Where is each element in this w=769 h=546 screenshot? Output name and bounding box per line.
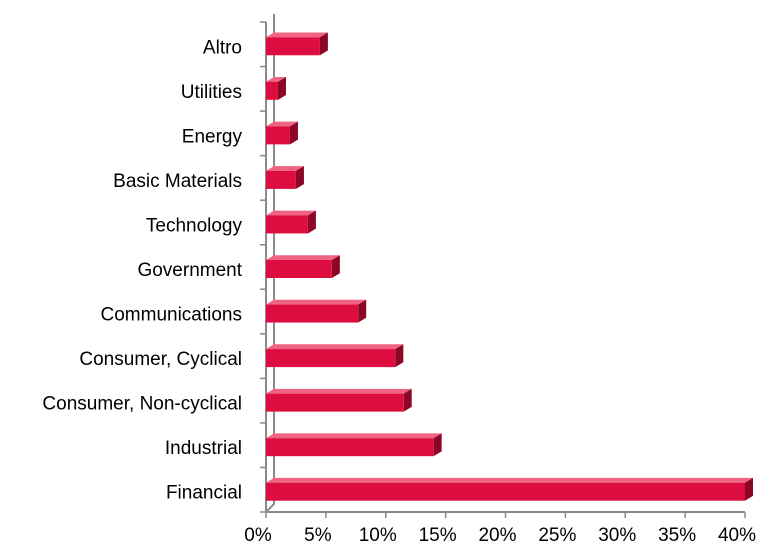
bar	[266, 477, 753, 501]
category-label: Altro	[203, 37, 242, 58]
bar-side-face	[745, 477, 753, 501]
bar-side-face	[307, 210, 316, 234]
x-tick-label: 0%	[244, 525, 272, 546]
category-label: Basic Materials	[113, 171, 242, 192]
category-label: Consumer, Cyclical	[79, 349, 242, 370]
bar-side-face	[433, 433, 442, 457]
bar	[266, 210, 316, 234]
category-label: Financial	[166, 483, 242, 504]
bar-front-face	[266, 438, 434, 457]
bar-front-face	[266, 126, 290, 145]
category-labels: Altro Utilities Energy Basic Materials Techn…	[42, 37, 242, 503]
bar-top-face	[266, 77, 286, 82]
bar-front-face	[266, 304, 359, 323]
bar	[266, 299, 367, 323]
bar-front-face	[266, 482, 745, 501]
bar-top-face	[266, 32, 328, 38]
bar	[266, 255, 340, 278]
bar	[266, 77, 286, 100]
x-tick-label: 25%	[538, 525, 576, 546]
x-tick-label: 35%	[658, 525, 696, 546]
category-label: Communications	[101, 305, 243, 326]
bar-side-face	[331, 255, 340, 278]
bar-front-face	[266, 81, 278, 100]
bar-top-face	[266, 433, 442, 439]
bar-top-face	[266, 255, 340, 260]
x-tick-label: 5%	[304, 525, 332, 546]
bar-top-face	[266, 166, 304, 171]
bar-top-face	[266, 388, 412, 394]
x-tick-label: 30%	[598, 525, 636, 546]
category-label: Industrial	[165, 438, 242, 459]
bar	[266, 433, 442, 457]
category-label: Government	[137, 260, 242, 281]
bar-front-face	[266, 37, 320, 56]
x-tick-label: 15%	[419, 525, 457, 546]
x-tick-label: 40%	[718, 525, 756, 546]
bar-top-face	[266, 477, 753, 483]
bar-side-face	[289, 121, 298, 145]
bar	[266, 166, 304, 189]
bar-top-face	[266, 299, 367, 305]
bar-side-face	[295, 166, 304, 189]
bar-top-face	[266, 121, 298, 127]
bar-front-face	[266, 349, 396, 368]
bar-front-face	[266, 393, 404, 412]
bar-group	[266, 32, 753, 501]
bar-side-face	[319, 32, 328, 56]
bar-side-face	[358, 299, 367, 323]
category-label: Consumer, Non-cyclical	[42, 394, 242, 415]
bar-side-face	[277, 77, 286, 100]
bar	[266, 32, 328, 56]
x-tick-label: 20%	[478, 525, 516, 546]
bar-front-face	[266, 170, 296, 189]
x-tick-labels: 0% 5% 10% 15% 20% 25% 30% 35% 40%	[244, 525, 756, 546]
bar-side-face	[403, 388, 412, 412]
bar-front-face	[266, 215, 308, 234]
bar	[266, 388, 412, 412]
bar	[266, 121, 298, 145]
category-label: Utilities	[181, 82, 242, 103]
bar-side-face	[395, 344, 404, 368]
bar-front-face	[266, 260, 332, 278]
bar-top-face	[266, 210, 316, 216]
bar-top-face	[266, 344, 404, 350]
category-label: Technology	[146, 215, 243, 236]
bar	[266, 344, 404, 368]
x-tick-label: 10%	[359, 525, 397, 546]
category-label: Energy	[182, 126, 243, 147]
